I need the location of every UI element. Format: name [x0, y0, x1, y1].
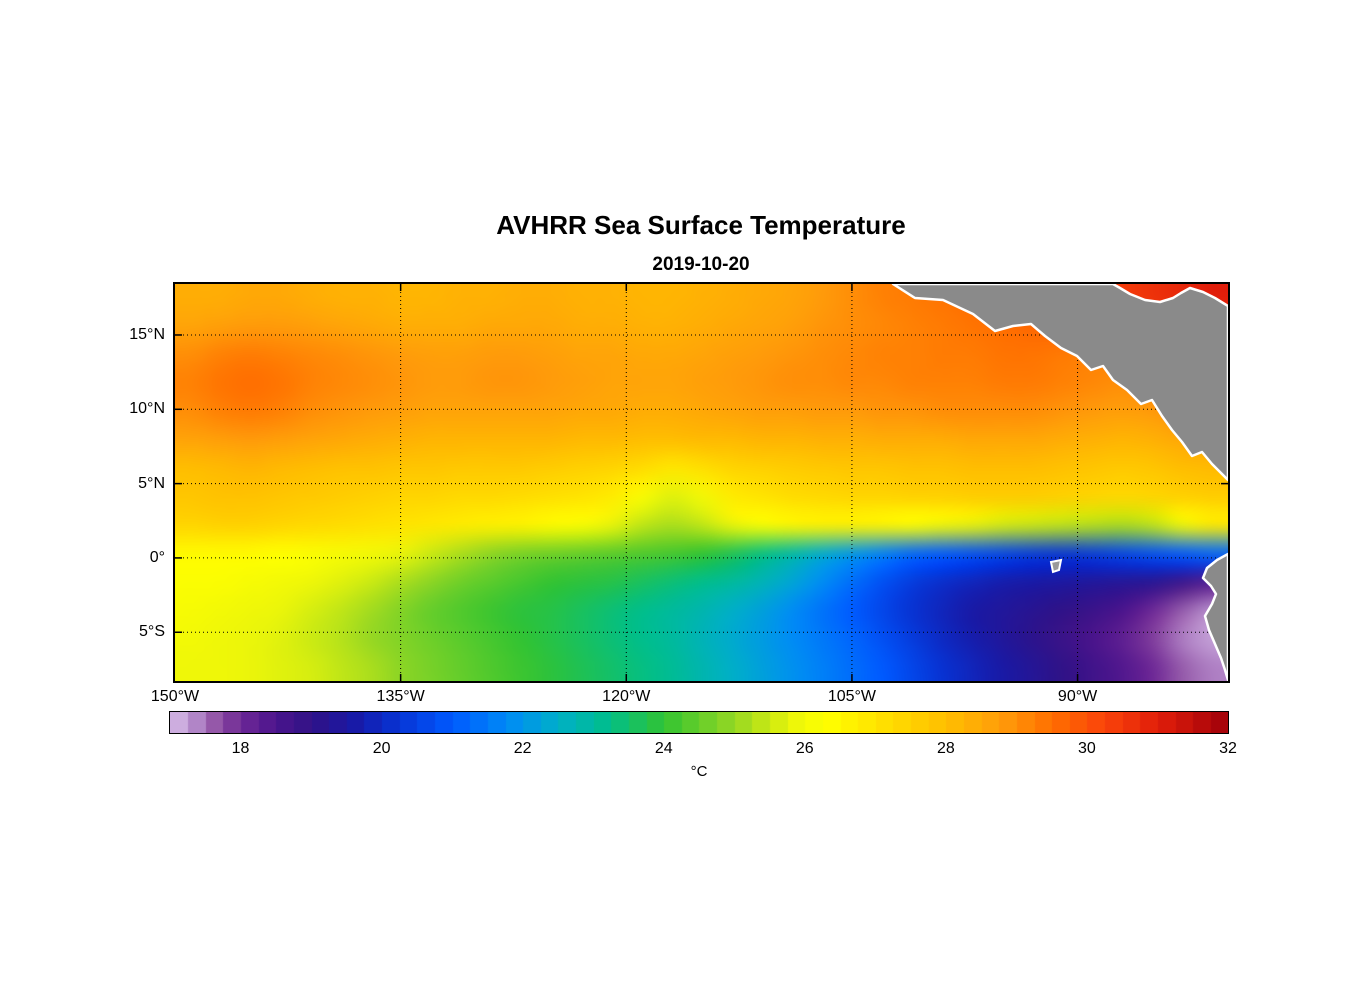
x-tick-label: 90°W	[1057, 688, 1098, 705]
colorbar-unit-label: °C	[690, 763, 708, 780]
colorbar-tick-label: 26	[795, 740, 814, 757]
sst-heatmap-canvas	[175, 284, 1228, 681]
galapagos-island	[1049, 558, 1063, 574]
x-tick-label: 105°W	[827, 688, 877, 705]
x-tick-label: 135°W	[376, 688, 425, 705]
y-tick-label: 5°S	[139, 623, 165, 641]
map-plot	[173, 282, 1230, 683]
colorbar-tick-label: 20	[372, 740, 391, 757]
colorbar	[169, 711, 1229, 734]
y-tick-label: 5°N	[138, 474, 165, 492]
chart-subtitle: 2019-10-20	[652, 254, 750, 275]
colorbar-canvas	[170, 712, 1228, 733]
colorbar-tick-label: 28	[936, 740, 955, 757]
colorbar-tick-label: 18	[231, 740, 250, 757]
colorbar-tick-label: 22	[513, 740, 532, 757]
land-south-america	[1201, 552, 1228, 681]
y-tick-label: 0°	[149, 548, 165, 566]
x-tick-label: 120°W	[602, 688, 651, 705]
y-tick-label: 15°N	[129, 325, 165, 343]
colorbar-tick-label: 30	[1078, 740, 1096, 757]
colorbar-tick-label: 32	[1219, 740, 1237, 757]
chart-title: AVHRR Sea Surface Temperature	[496, 210, 906, 240]
colorbar-tick-label: 24	[654, 740, 673, 757]
map-overlay	[175, 284, 1228, 681]
land-central-america	[891, 284, 1228, 482]
x-tick-label: 150°W	[150, 688, 200, 705]
y-tick-label: 10°N	[129, 400, 165, 418]
